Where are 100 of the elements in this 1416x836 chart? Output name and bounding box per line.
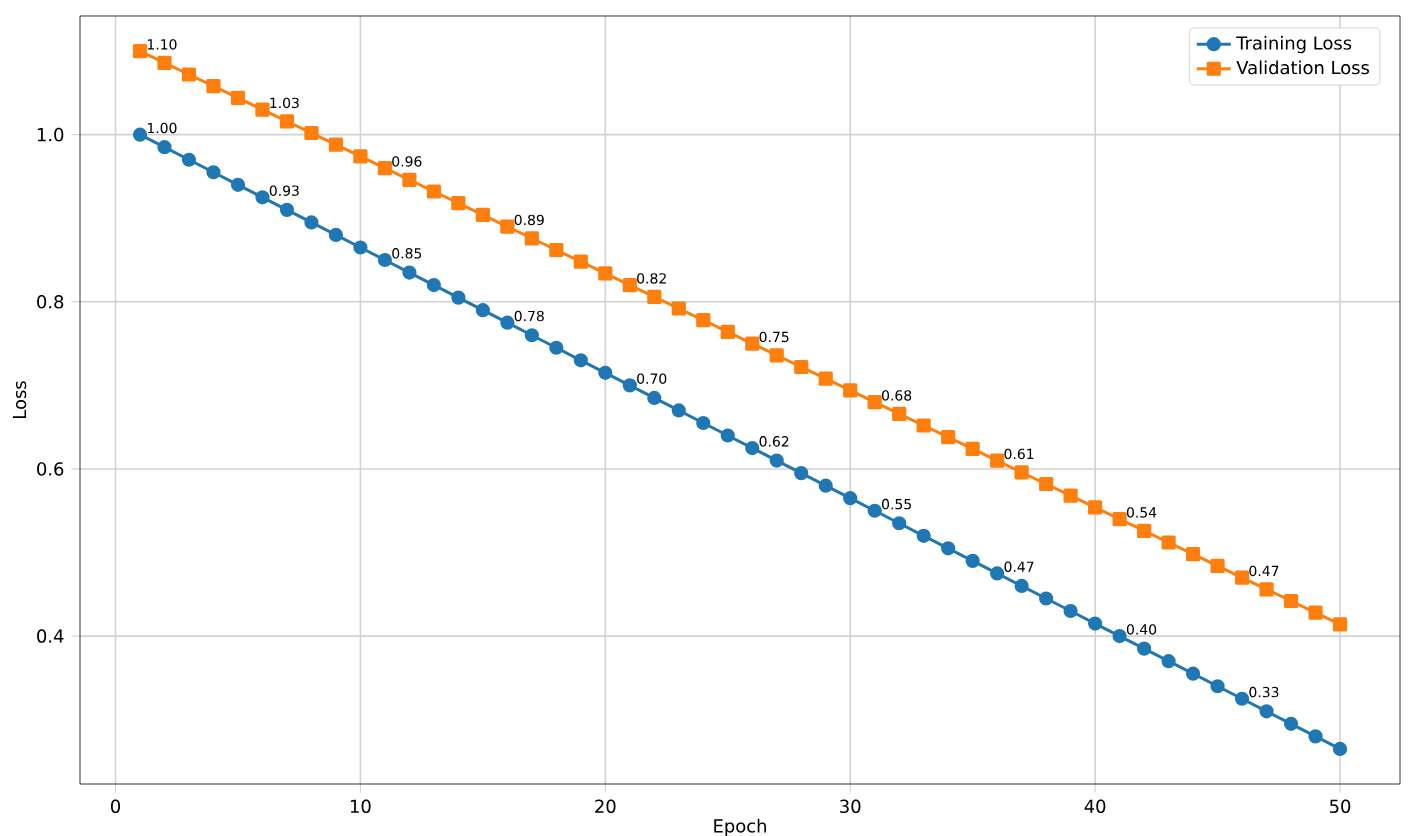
- point: [181, 67, 197, 82]
- point: [132, 127, 148, 142]
- point: [892, 516, 907, 531]
- point: [1039, 591, 1054, 606]
- point: [598, 365, 613, 380]
- point: [328, 137, 344, 152]
- y-tick-label: 0.8: [37, 295, 64, 309]
- point: [1259, 704, 1274, 719]
- x-tick-label: 40: [1084, 799, 1106, 814]
- point: [181, 152, 197, 167]
- point: [1063, 488, 1078, 503]
- point: [1161, 535, 1176, 550]
- x-tick-label: 50: [1329, 799, 1351, 814]
- point: [1234, 691, 1250, 706]
- point: [941, 430, 956, 445]
- point: [1014, 578, 1029, 594]
- point: [549, 340, 564, 355]
- point: [426, 184, 441, 199]
- point: [157, 140, 172, 155]
- point: [1088, 616, 1103, 631]
- point: [1283, 593, 1299, 609]
- point: [818, 478, 833, 493]
- point: [647, 289, 662, 304]
- point: [255, 102, 270, 117]
- point: [132, 43, 148, 59]
- point: [671, 403, 686, 418]
- point: [573, 353, 588, 368]
- point: [794, 359, 809, 375]
- point: [230, 90, 246, 105]
- point: [843, 383, 858, 398]
- point: [818, 371, 833, 386]
- y-axis-title: Loss: [12, 381, 27, 418]
- point: [475, 207, 490, 222]
- point: [255, 190, 270, 205]
- x-axis-title: Epoch: [714, 818, 766, 836]
- point: [377, 160, 392, 176]
- point: [965, 553, 980, 568]
- point: [941, 541, 956, 556]
- point: [622, 277, 637, 293]
- point: [328, 227, 344, 243]
- x-tick-label: 10: [350, 799, 371, 814]
- point: [892, 406, 907, 421]
- point: [598, 266, 613, 281]
- point: [745, 440, 760, 456]
- point: [1014, 465, 1029, 480]
- point: [769, 348, 784, 363]
- point: [720, 428, 735, 443]
- point: [916, 418, 931, 433]
- point: [720, 324, 735, 339]
- point: [573, 254, 588, 269]
- point: [524, 328, 539, 343]
- point: [622, 378, 637, 393]
- point: [402, 172, 417, 187]
- x-tick-label: 30: [840, 799, 861, 814]
- point: [353, 149, 368, 164]
- point: [426, 277, 441, 293]
- point: [500, 315, 515, 330]
- point: [1185, 666, 1201, 681]
- point: [304, 125, 319, 141]
- point: [402, 265, 417, 280]
- point: [794, 466, 809, 481]
- point: [1136, 641, 1152, 656]
- point: [671, 301, 686, 316]
- point: [524, 231, 539, 246]
- point: [647, 390, 662, 405]
- y-tick-label: 0.6: [37, 462, 64, 476]
- point: [206, 79, 221, 94]
- point: [1308, 729, 1323, 744]
- point: [1283, 716, 1299, 731]
- point: [157, 55, 172, 70]
- point: [279, 202, 295, 217]
- point: [377, 252, 392, 268]
- point: [549, 242, 564, 258]
- point: [867, 394, 882, 410]
- legend-label: Training Loss: [1236, 35, 1352, 54]
- point: [965, 441, 980, 456]
- point: [475, 303, 490, 318]
- point: [279, 114, 295, 129]
- point: [990, 566, 1005, 581]
- point: [1063, 603, 1078, 619]
- point: [916, 528, 931, 543]
- x-tick-label: 0: [110, 799, 121, 814]
- point: [353, 240, 368, 255]
- point: [1210, 679, 1225, 694]
- point: [1185, 547, 1201, 562]
- point: [451, 196, 466, 211]
- point: [769, 453, 784, 468]
- point: [843, 491, 858, 506]
- legend-label: Validation Loss: [1236, 60, 1370, 75]
- point: [1112, 511, 1127, 527]
- point: [1039, 476, 1054, 492]
- point: [696, 313, 711, 328]
- point: [304, 215, 319, 230]
- point: [1234, 570, 1250, 585]
- point: [1332, 741, 1348, 756]
- point: [206, 165, 221, 180]
- point: [230, 177, 246, 192]
- y-tick-label: 0.4: [37, 629, 64, 643]
- point: [867, 503, 882, 518]
- y-tick-label: 1.0: [37, 127, 64, 142]
